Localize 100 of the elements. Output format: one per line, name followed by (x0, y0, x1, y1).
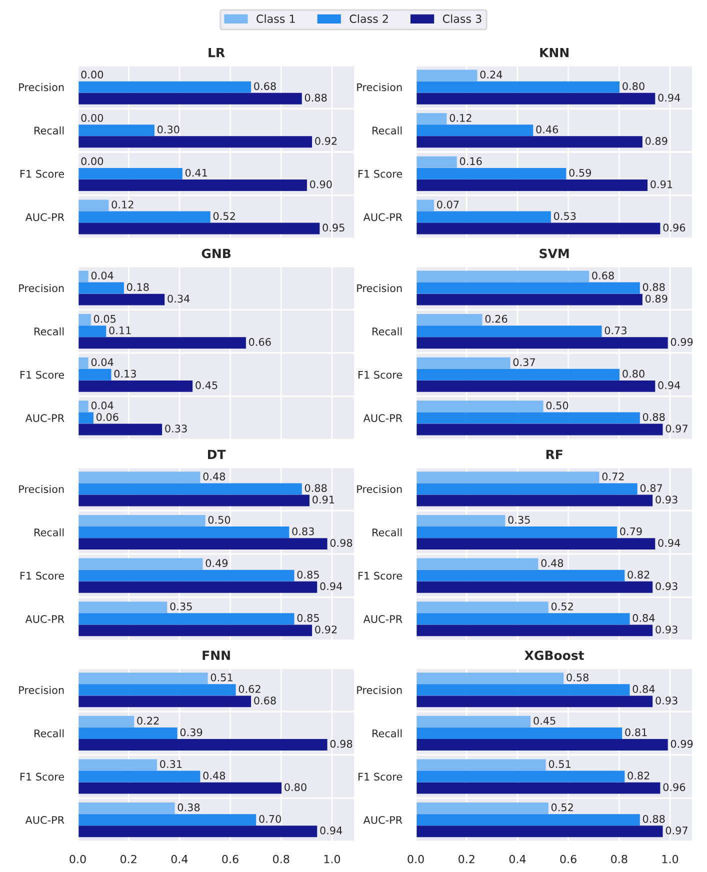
bar (416, 739, 668, 750)
data-label: 0.04 (91, 358, 114, 366)
bar (78, 494, 310, 506)
data-label: 0.93 (656, 696, 678, 704)
data-label: 0.48 (203, 772, 226, 780)
y-tick-label: Precision (357, 484, 402, 494)
data-label: 0.88 (304, 94, 327, 102)
data-label: 0.00 (81, 114, 104, 122)
y-tick-label: Precision (357, 284, 402, 292)
bar (416, 70, 478, 82)
bar (78, 357, 88, 369)
y-tick-label: Recall (34, 126, 64, 134)
data-label: 0.91 (312, 496, 334, 504)
y-tick-label: AUC-PR (363, 213, 402, 222)
bar (78, 624, 312, 636)
bar (78, 136, 312, 148)
data-label: 0.73 (604, 326, 626, 334)
bar (416, 168, 566, 180)
data-label: 0.81 (625, 728, 647, 736)
bar (78, 179, 307, 191)
bar (416, 179, 648, 191)
chart-title: RF (546, 450, 562, 459)
y-tick-label: F1 Score (20, 370, 64, 379)
data-label: 0.12 (112, 200, 134, 208)
bar (78, 337, 246, 349)
chart-title: DT (208, 450, 226, 459)
data-label: 0.80 (284, 783, 306, 792)
bar (416, 400, 544, 412)
data-label: 0.16 (460, 157, 482, 166)
data-label: 0.04 (91, 272, 114, 280)
bar (78, 826, 318, 838)
data-label: 0.80 (622, 82, 644, 90)
data-label: 0.68 (592, 272, 614, 280)
bar (416, 538, 656, 550)
data-label: 0.85 (297, 614, 319, 622)
data-label: 0.52 (213, 212, 235, 220)
data-label: 0.68 (254, 696, 276, 704)
data-label: 0.96 (663, 783, 686, 792)
chart-title: KNN (540, 48, 568, 58)
data-label: 0.35 (508, 516, 530, 524)
data-label: 0.92 (315, 137, 337, 145)
bar (416, 124, 534, 136)
bar (416, 368, 620, 380)
bar (78, 412, 94, 424)
bar (416, 92, 656, 104)
y-tick-label: F1 Score (358, 370, 402, 379)
x-tick-label: 0.2 (120, 854, 136, 864)
bar (78, 716, 134, 728)
bar (416, 696, 653, 708)
bar (78, 424, 162, 436)
data-label: 0.37 (513, 358, 535, 366)
data-label: 0.51 (548, 760, 570, 768)
bar (416, 759, 546, 771)
chart-title: XGBoost (524, 650, 584, 660)
bar (416, 802, 548, 814)
chart-title: FNN (202, 650, 230, 660)
bar (416, 727, 622, 739)
x-tick-label: 0.0 (70, 854, 86, 864)
y-tick-label: Recall (372, 126, 402, 134)
bar (416, 472, 600, 484)
bar (78, 514, 206, 526)
bar (78, 124, 154, 136)
bar (416, 326, 602, 338)
bar (78, 558, 203, 570)
data-label: 0.52 (551, 602, 573, 610)
data-label: 0.24 (480, 70, 502, 79)
y-tick-label: F1 Score (358, 572, 402, 580)
x-tick-label: 1.0 (662, 854, 678, 864)
data-label: 0.94 (658, 538, 680, 547)
bar (416, 282, 640, 294)
bar (78, 472, 200, 484)
bar (78, 326, 106, 338)
x-tick-label: 0.6 (560, 854, 576, 864)
bar (78, 314, 91, 326)
y-tick-label: Precision (19, 686, 64, 694)
y-tick-label: Recall (372, 528, 402, 536)
bar (78, 770, 200, 782)
bar (78, 168, 182, 180)
data-label: 0.48 (541, 559, 564, 568)
x-tick-label: 1.0 (324, 854, 340, 864)
data-label: 0.88 (642, 413, 665, 421)
chart-title: LR (208, 48, 225, 58)
bar (416, 136, 642, 148)
bar (416, 570, 625, 582)
data-label: 0.59 (569, 168, 592, 177)
data-label: 0.00 (81, 157, 104, 166)
y-tick-label: Precision (19, 83, 64, 92)
data-label: 0.97 (666, 424, 688, 432)
bar (78, 294, 165, 306)
bar (416, 514, 506, 526)
x-tick-label: 0.6 (222, 854, 238, 864)
bar (416, 357, 510, 369)
data-label: 0.84 (632, 685, 655, 693)
x-tick-label: 0.8 (611, 854, 628, 864)
bar (78, 81, 252, 93)
bar (78, 613, 294, 625)
chart-title: SVM (540, 248, 569, 258)
y-tick-label: Recall (372, 729, 402, 738)
bar (78, 92, 302, 104)
y-tick-label: Precision (357, 686, 402, 694)
